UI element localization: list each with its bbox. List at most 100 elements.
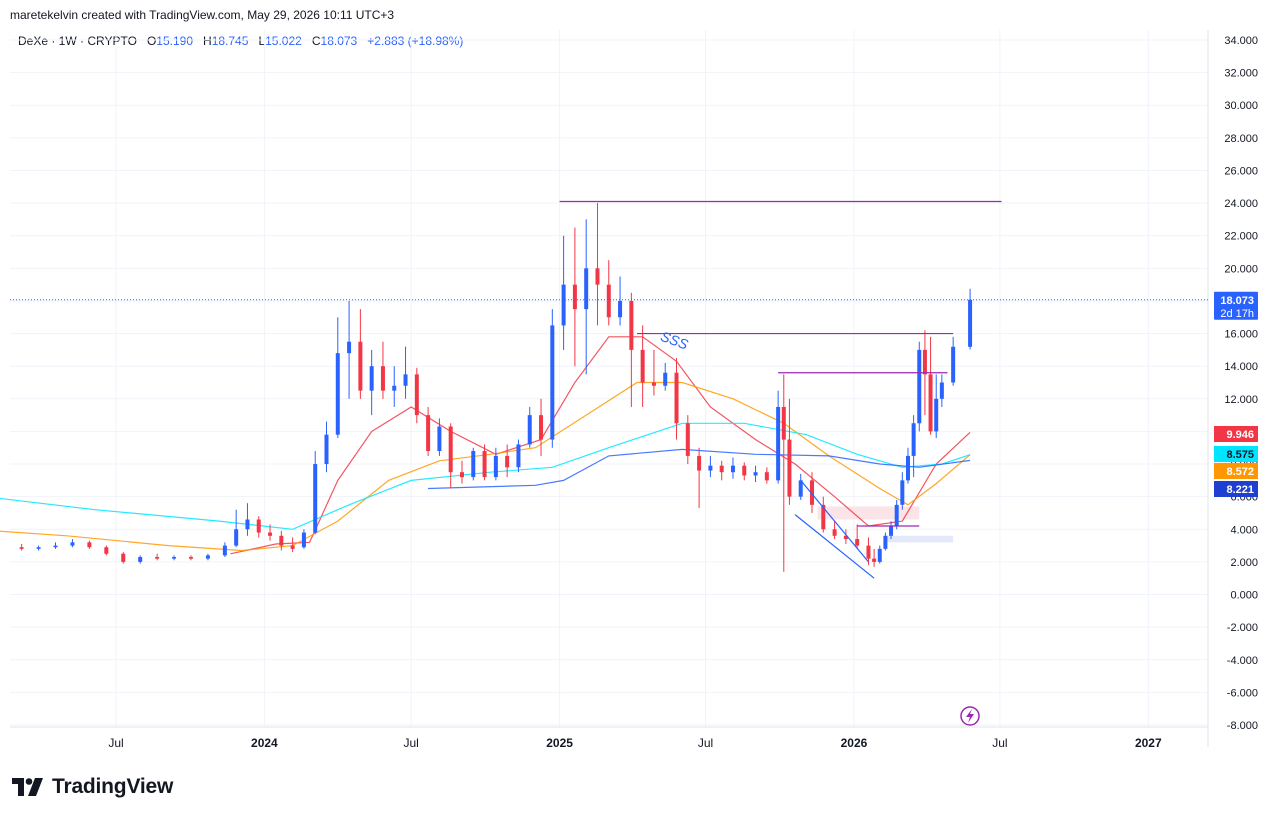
x-tick-label: Jul	[404, 736, 419, 750]
y-tick-label: 14.000	[1224, 361, 1258, 373]
candle-body	[866, 545, 871, 559]
candle-body	[380, 366, 385, 391]
candle-body	[527, 415, 532, 445]
candle-body	[53, 545, 58, 548]
y-tick-label: 34.000	[1224, 35, 1258, 47]
close-value: 18.073	[320, 34, 358, 48]
candle-body	[189, 557, 194, 559]
symbol-name[interactable]: DeXe · 1W · CRYPTO	[18, 34, 137, 48]
candle-body	[104, 547, 109, 554]
x-tick-label: Jul	[698, 736, 713, 750]
lightning-icon-bolt	[966, 709, 974, 723]
x-tick-label: 2026	[841, 736, 868, 750]
candle-body	[719, 465, 724, 473]
sss-label: SSS	[659, 328, 691, 353]
y-tick-label: -4.000	[1227, 655, 1258, 667]
candle-body	[550, 325, 555, 440]
candle-body	[595, 268, 600, 285]
candle-body	[781, 406, 786, 440]
candle-body	[917, 349, 922, 424]
ma-cyan-tag: 8.575	[1226, 449, 1254, 461]
last-price-tag: 18.073	[1220, 295, 1254, 307]
candle-body	[787, 439, 792, 497]
candle-body	[832, 529, 837, 536]
candle-body	[392, 385, 397, 391]
change-value: +2.883 (+18.98%)	[367, 34, 464, 48]
candle-body	[821, 504, 826, 530]
candle-body	[138, 557, 143, 562]
candle-body	[482, 451, 487, 478]
candle-body	[753, 472, 758, 476]
candle-body	[155, 557, 160, 559]
candle-body	[335, 353, 340, 435]
grid	[10, 30, 1208, 727]
candle-body	[606, 284, 611, 318]
y-tick-label: 2.000	[1230, 557, 1258, 569]
ma-orange-tag: 8.572	[1226, 466, 1254, 478]
candle-body	[708, 465, 713, 471]
candle-body	[618, 300, 623, 318]
y-tick-label: 16.000	[1224, 329, 1258, 341]
y-tick-label: -6.000	[1227, 687, 1258, 699]
candle-body	[539, 415, 544, 440]
x-tick-label: Jul	[992, 736, 1007, 750]
candle-body	[426, 415, 431, 451]
candle-body	[730, 465, 735, 473]
candle-body	[764, 472, 769, 481]
candle-body	[939, 382, 944, 399]
x-tick-label: 2027	[1135, 736, 1162, 750]
tradingview-brand[interactable]: TradingView	[12, 775, 173, 799]
candle-body	[290, 545, 295, 549]
lightning-icon-ring	[960, 706, 980, 726]
candle-body	[951, 346, 956, 383]
y-tick-label: 24.000	[1224, 198, 1258, 210]
candle-body	[584, 268, 589, 310]
candle-body	[651, 382, 656, 386]
x-tick-label: 2024	[251, 736, 278, 750]
brand-name: TradingView	[52, 775, 174, 798]
candle-body	[798, 480, 803, 497]
candle-body	[437, 426, 442, 451]
open-value: 15.190	[156, 34, 193, 48]
candle-body	[685, 423, 690, 456]
candle-body	[234, 529, 239, 546]
candle-body	[256, 519, 261, 533]
candle-body	[459, 472, 464, 478]
candle-body	[87, 542, 92, 548]
candle-body	[674, 372, 679, 424]
ma-cyan-tag-bg	[1214, 446, 1258, 462]
candle-body	[894, 504, 899, 527]
candle-body	[279, 535, 284, 546]
candle-body	[245, 519, 250, 530]
candle-body	[877, 548, 882, 562]
candle-body	[900, 480, 905, 505]
zone-box	[885, 535, 954, 543]
high-value: 18.745	[211, 34, 249, 48]
last-price-tag-bg	[1214, 291, 1258, 320]
candle-body	[934, 398, 939, 432]
candle-body	[883, 535, 888, 549]
candle-body	[448, 426, 453, 473]
close-label: C	[311, 34, 321, 48]
candle-body	[572, 284, 577, 310]
candle-body	[561, 284, 566, 326]
candle-body	[172, 557, 177, 559]
wedge-upper-line	[800, 479, 869, 563]
moving-average-line	[230, 336, 971, 555]
candle-body	[855, 539, 860, 546]
candle-body	[403, 374, 408, 386]
x-tick-label: 2025	[546, 736, 573, 750]
y-tick-label: 12.000	[1224, 394, 1258, 406]
moving-average-line	[0, 381, 971, 552]
candle-body	[640, 349, 645, 383]
candle-body	[968, 299, 973, 347]
ma-blue-tag-bg	[1214, 481, 1258, 497]
candle-body	[369, 366, 374, 391]
candle-body	[629, 300, 634, 350]
candle-body	[222, 545, 227, 556]
lightning-icon[interactable]	[960, 706, 980, 726]
ma-red-tag-bg	[1214, 426, 1258, 442]
ma-red-tag: 9.946	[1226, 429, 1254, 441]
candle-body	[493, 455, 498, 478]
